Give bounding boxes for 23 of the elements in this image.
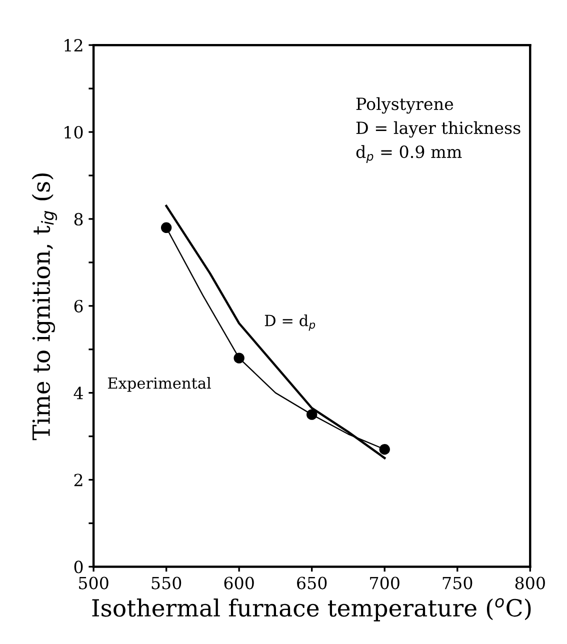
y-tick-label: 6 — [74, 300, 83, 312]
annotation: Polystyrene D = layer thickness d$_{p}$ = 0.9 mm — [356, 97, 520, 163]
y-tick-label: 8 — [74, 212, 83, 226]
y-axis-title: Time to ignition, t$_{ig}$ (s) — [32, 173, 58, 440]
point — [379, 444, 390, 455]
x-tick-label: 700 — [370, 576, 400, 590]
series-label: D = d$_{p}$ — [264, 314, 316, 331]
y-tick-label: 4 — [74, 386, 83, 400]
x-tick-label: 800 — [515, 576, 545, 590]
x-tick-label: 650 — [297, 576, 327, 590]
y-tick-label: 12 — [64, 39, 82, 52]
x-tick-label: 500 — [79, 576, 108, 590]
text: Experimental — [108, 377, 211, 392]
point — [306, 409, 318, 420]
point — [160, 222, 172, 234]
x-axis-title: Isothermal furnace temperature ($^{o}$C) — [92, 598, 531, 622]
y-tick-label: 0 — [74, 560, 83, 574]
x-tick-label: 600 — [224, 576, 254, 590]
x-tick-label: 750 — [442, 576, 472, 590]
x-tick-label: 550 — [152, 576, 182, 590]
y-tick-label: 2 — [74, 474, 82, 486]
y-tick-label: 10 — [64, 126, 83, 139]
point — [234, 352, 244, 364]
